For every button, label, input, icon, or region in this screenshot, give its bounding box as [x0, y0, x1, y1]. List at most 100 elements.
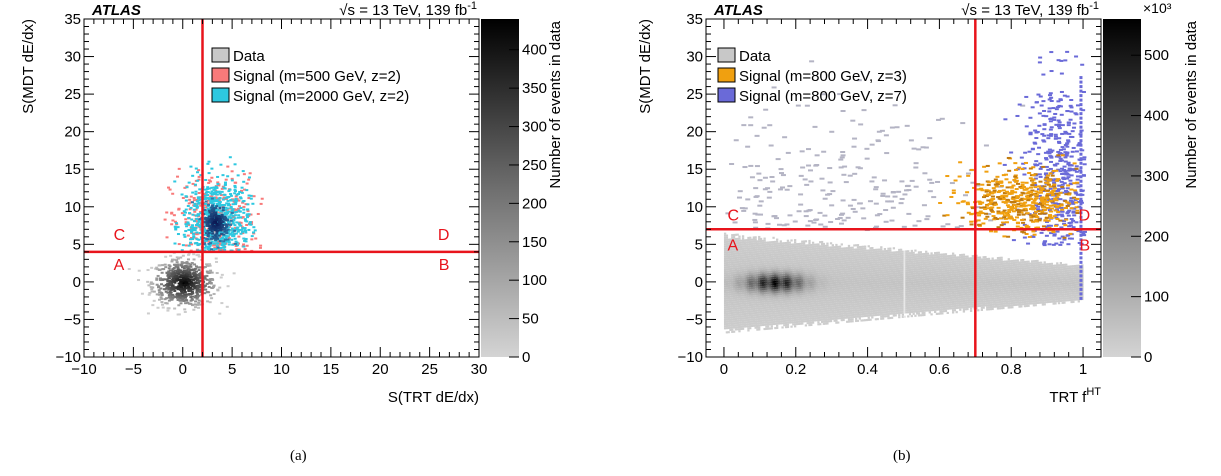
data-bin [779, 278, 782, 281]
data-bin [785, 271, 788, 274]
data-bin [731, 301, 734, 304]
data-bin [806, 265, 809, 268]
data-bin [774, 291, 777, 294]
data-bin [741, 292, 745, 295]
data-bin [788, 262, 791, 265]
data-bin [795, 251, 799, 254]
data-bin [776, 312, 779, 315]
data-bin [752, 270, 755, 273]
data-bin [756, 259, 759, 262]
signal-bin [236, 174, 240, 177]
signal-bin [230, 179, 234, 182]
data-bin [851, 305, 854, 308]
data-bin [745, 249, 748, 252]
data-bin [197, 294, 201, 297]
data-bin [729, 272, 732, 275]
data-bin [749, 316, 752, 319]
data-bin [770, 318, 773, 322]
data-bin [734, 256, 738, 260]
data-bin [790, 273, 793, 276]
data-bin [745, 289, 748, 292]
signal-core-bin [214, 215, 218, 218]
data-bin [216, 289, 220, 292]
data-bin [197, 299, 201, 302]
data-bin [732, 292, 736, 295]
data-bin [777, 255, 781, 258]
data-bin [804, 278, 808, 281]
data-bin [146, 280, 150, 283]
data-bin [765, 289, 768, 293]
data-bin [759, 269, 763, 272]
data-bin [804, 305, 808, 308]
data-bin [729, 278, 732, 281]
data-bin [810, 317, 813, 320]
data-bin [741, 241, 745, 244]
signal-core-bin [204, 232, 208, 235]
data-bin [838, 287, 842, 290]
data-bin [767, 312, 770, 316]
data-bin [802, 276, 806, 279]
data-bin [790, 304, 793, 307]
data-bin [736, 267, 739, 270]
data-bin [835, 277, 838, 280]
data-bin [759, 282, 763, 285]
data-bin [810, 246, 813, 249]
data-bin [189, 265, 193, 268]
data-bin [741, 270, 745, 274]
signal-bin [186, 221, 190, 224]
signal-bin [210, 176, 214, 179]
data-bin [842, 289, 845, 292]
data-bin [802, 250, 806, 254]
data-bin [736, 326, 739, 329]
data-bin [765, 243, 768, 246]
data-bin [150, 266, 154, 269]
data-bin [774, 268, 777, 271]
data-bin [729, 316, 732, 319]
data-bin [770, 289, 773, 292]
data-bin [781, 315, 784, 318]
x-tick-label: 0 [179, 361, 187, 378]
data-bin [750, 240, 754, 243]
data-bin [777, 320, 781, 323]
data-bin [173, 275, 177, 278]
data-bin [156, 268, 160, 271]
data-bin [806, 294, 809, 297]
data-bin [819, 312, 822, 315]
data-bin [838, 277, 842, 280]
data-bin [840, 285, 843, 288]
data-bin [786, 260, 790, 263]
data-bin [822, 247, 826, 250]
data-bin [729, 257, 732, 260]
data-bin [785, 323, 788, 327]
data-bin [774, 299, 777, 302]
data-bin [770, 249, 773, 252]
data-bin [767, 249, 770, 252]
data-bin [734, 280, 738, 283]
data-bin [849, 269, 852, 273]
data-bin [155, 293, 159, 296]
signal-bin [206, 247, 210, 250]
data-bin [790, 310, 793, 314]
data-bin [754, 257, 757, 260]
data-bin [171, 280, 175, 283]
data-bin [838, 272, 842, 276]
data-bin [208, 301, 212, 304]
data-bin [736, 324, 739, 327]
data-bin [829, 267, 833, 270]
data-bin [790, 270, 793, 274]
data-bin [804, 261, 808, 264]
data-bin [804, 240, 808, 243]
data-bin [788, 268, 791, 272]
signal-bin [163, 218, 167, 221]
data-bin [160, 294, 164, 297]
data-bin [725, 289, 729, 292]
signal-bin [249, 213, 253, 216]
signal-bin [230, 170, 234, 173]
data-bin [164, 283, 168, 286]
data-bin [747, 264, 750, 267]
data-bin [772, 264, 775, 267]
data-bin [846, 249, 849, 252]
data-bin [180, 262, 184, 265]
signal-bin [217, 240, 221, 243]
